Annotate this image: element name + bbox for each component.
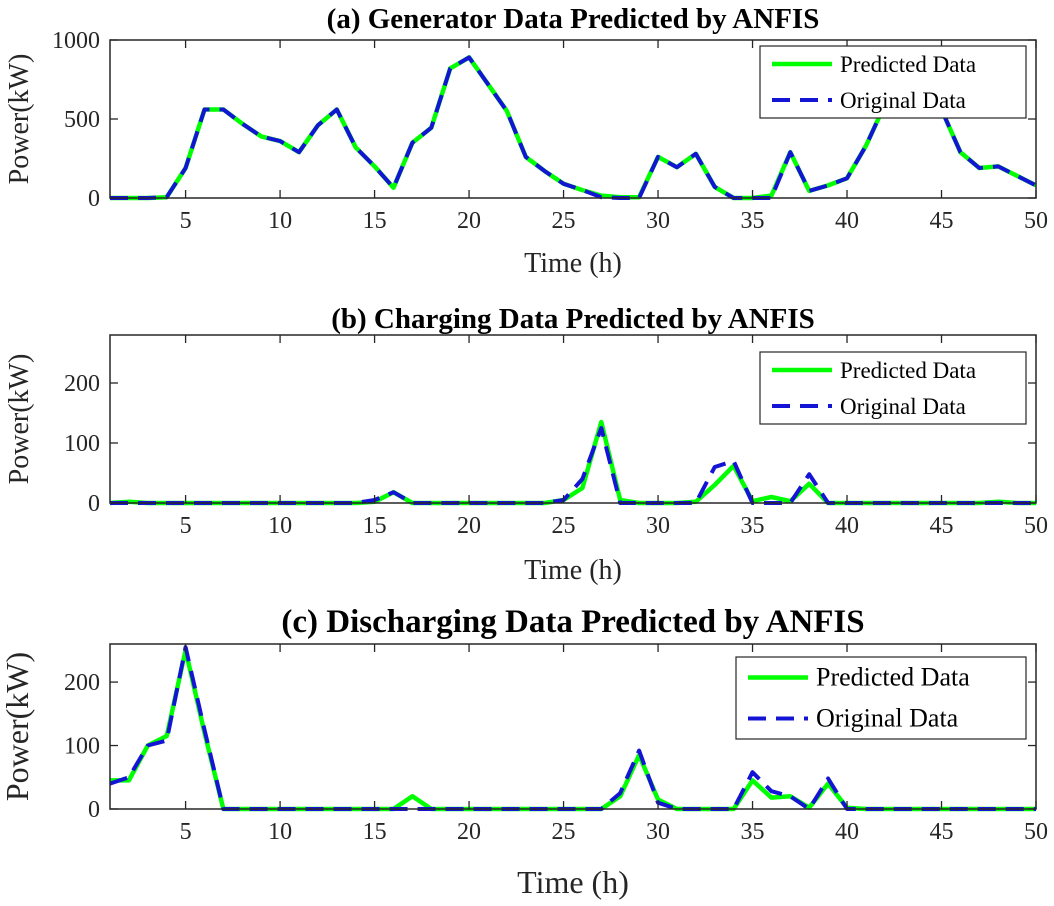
x-tick-label: 25: [552, 513, 576, 539]
chart-title: (c) Discharging Data Predicted by ANFIS: [281, 604, 864, 640]
x-tick-label: 45: [930, 513, 954, 539]
legend-label-1: Predicted Data: [816, 663, 970, 692]
y-tick-label: 0: [88, 797, 100, 823]
x-tick-label: 20: [457, 208, 481, 234]
chart-title: (b) Charging Data Predicted by ANFIS: [331, 303, 815, 335]
y-tick-label: 200: [64, 371, 100, 397]
y-tick-label: 0: [88, 186, 100, 212]
y-tick-label: 200: [64, 670, 100, 696]
x-tick-label: 20: [457, 819, 481, 845]
chart-title: (a) Generator Data Predicted by ANFIS: [327, 3, 820, 35]
x-tick-label: 15: [363, 513, 387, 539]
x-tick-label: 15: [363, 208, 387, 234]
x-tick-label: 5: [180, 208, 192, 234]
legend-box: [759, 45, 1027, 119]
legend: Predicted Data Original Data: [759, 45, 1027, 119]
y-axis-label: Power(kW): [4, 54, 35, 185]
legend-label-1: Predicted Data: [840, 52, 976, 77]
x-tick-label: 35: [741, 208, 765, 234]
x-tick-label: 35: [741, 819, 765, 845]
chart-panel-2: 5 10 15 20 25 30 35 40 45 50 0 100 200 (b) Charging D…: [4, 303, 1048, 586]
x-tick-label: 40: [835, 819, 859, 845]
x-tick-label: 25: [552, 208, 576, 234]
x-tick-label: 5: [180, 513, 192, 539]
chart-panel-3: 5 10 15 20 25 30 35 40 45 50 0 100 200 (c) Dischargin…: [0, 604, 1048, 900]
x-tick-label: 40: [835, 513, 859, 539]
y-tick-label: 500: [64, 107, 100, 133]
x-tick-label: 10: [268, 819, 292, 845]
x-tick-label: 30: [646, 513, 670, 539]
x-tick-label: 50: [1024, 208, 1048, 234]
x-tick-label: 45: [930, 208, 954, 234]
legend-label-2: Original Data: [840, 88, 966, 113]
x-tick-label: 50: [1024, 513, 1048, 539]
x-tick-label: 20: [457, 513, 481, 539]
x-axis-label: Time (h): [524, 248, 622, 279]
x-tick-label: 35: [741, 513, 765, 539]
axes-box: [109, 334, 1037, 504]
legend-box: [735, 656, 1027, 740]
x-tick-label: 30: [646, 208, 670, 234]
x-axis-label: Time (h): [517, 864, 629, 900]
legend: Predicted Data Original Data: [735, 656, 1027, 740]
y-tick-label: 0: [88, 491, 100, 517]
legend-label-2: Original Data: [840, 394, 966, 419]
x-tick-label: 15: [363, 819, 387, 845]
x-tick-label: 10: [268, 513, 292, 539]
x-tick-label: 40: [835, 208, 859, 234]
x-tick-label: 45: [930, 819, 954, 845]
legend-box: [759, 351, 1027, 425]
x-axis-label: Time (h): [524, 555, 622, 586]
legend: Predicted Data Original Data: [759, 351, 1027, 425]
y-axis-label: Power(kW): [0, 652, 35, 801]
y-tick-label: 100: [64, 431, 100, 457]
legend-label-1: Predicted Data: [840, 358, 976, 383]
y-tick-label: 100: [64, 734, 100, 760]
x-tick-label: 5: [180, 819, 192, 845]
y-axis-label: Power(kW): [4, 354, 35, 485]
y-tick-label: 1000: [52, 28, 100, 54]
x-tick-label: 25: [552, 819, 576, 845]
axes-box: [109, 643, 1037, 810]
x-tick-label: 50: [1024, 819, 1048, 845]
x-tick-label: 10: [268, 208, 292, 234]
legend-label-2: Original Data: [816, 704, 959, 733]
x-tick-label: 30: [646, 819, 670, 845]
